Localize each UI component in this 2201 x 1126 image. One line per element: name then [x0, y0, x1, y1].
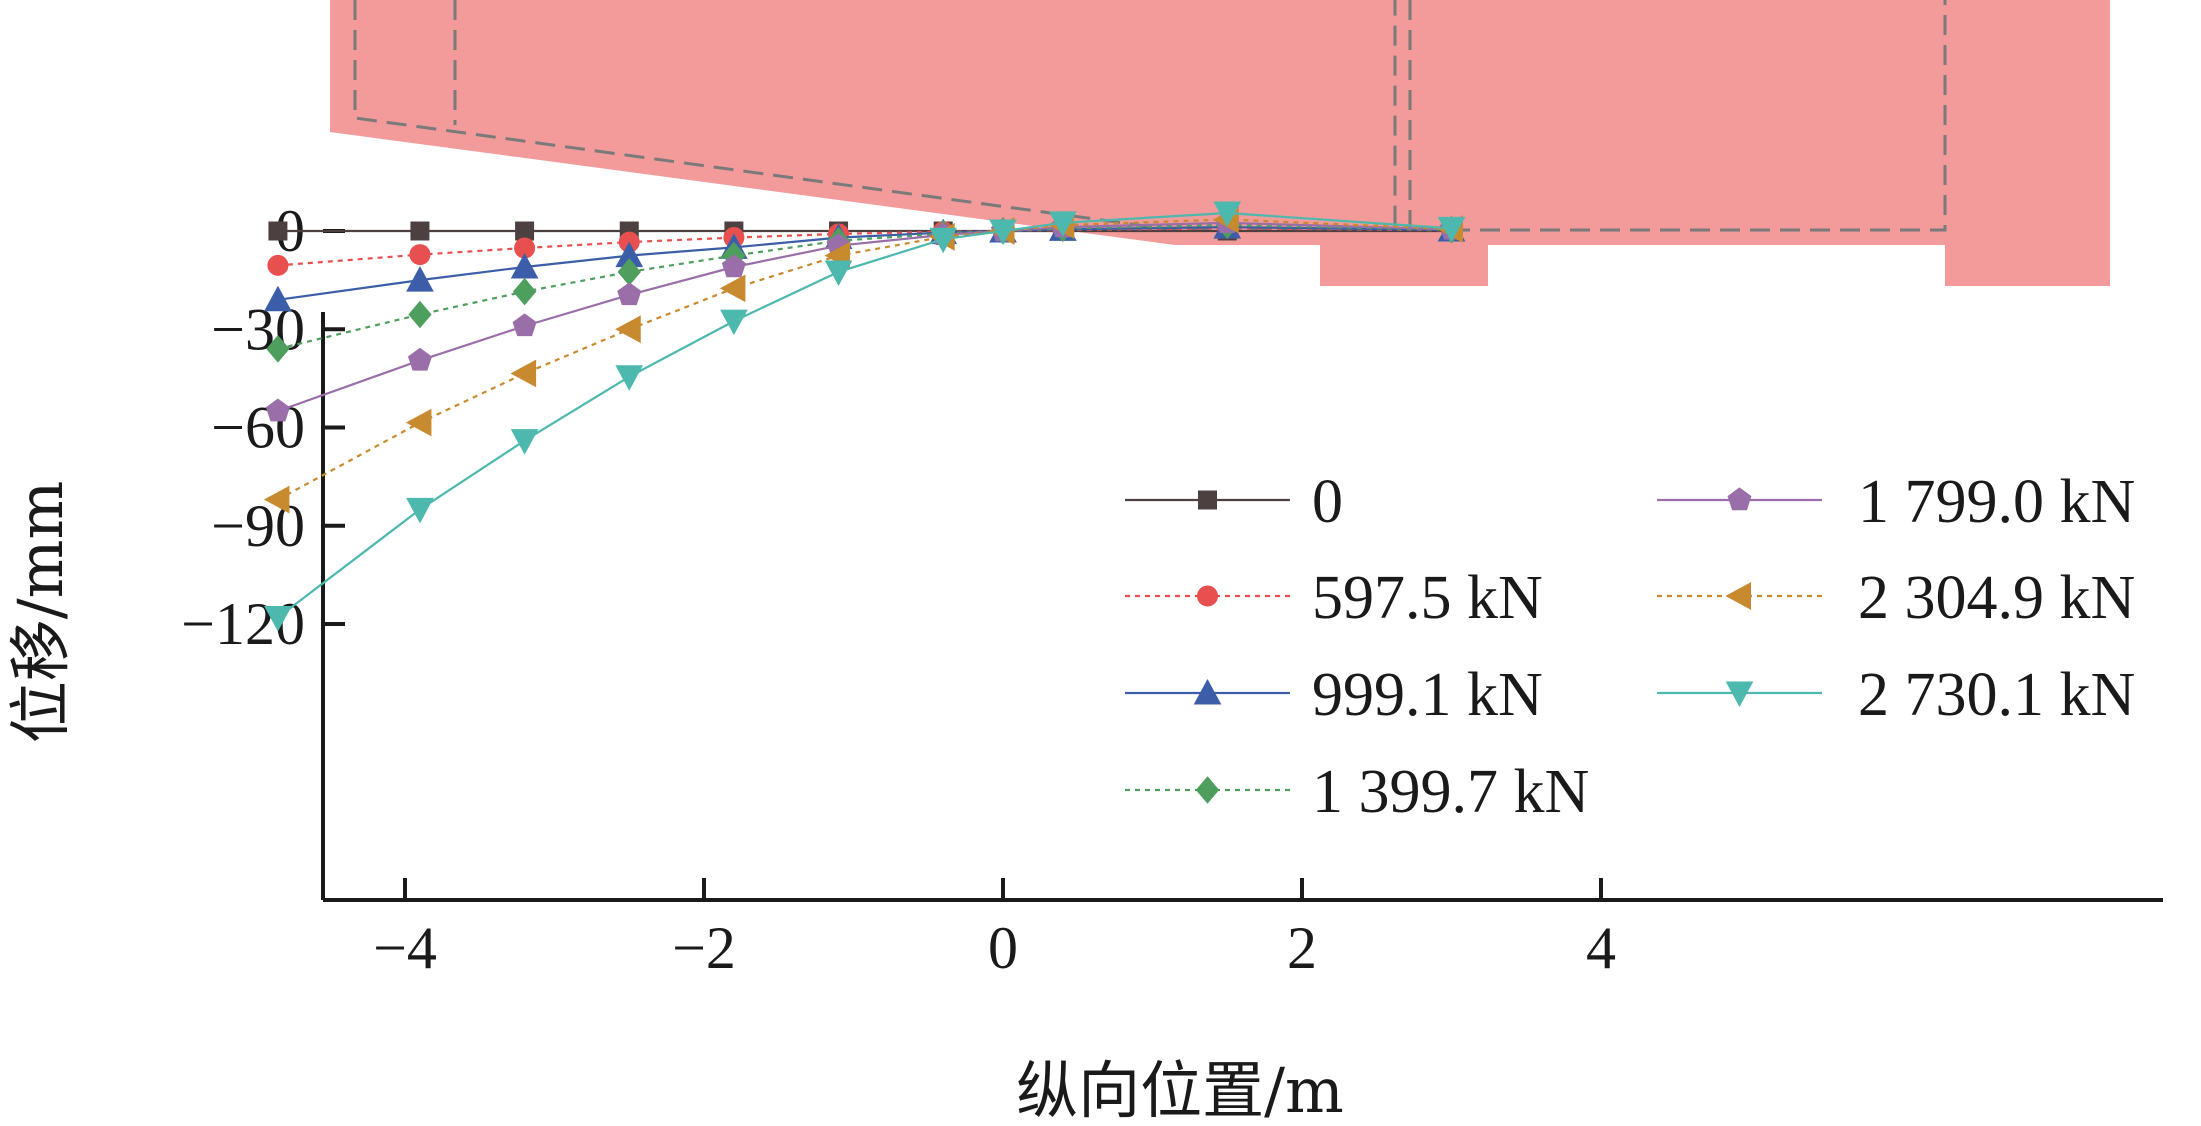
series-6 — [264, 201, 1466, 632]
legend-marker — [1197, 585, 1218, 607]
legend-label: 999.1 kN — [1312, 661, 1543, 729]
legend-label: 0 — [1312, 468, 1343, 536]
series-layer — [263, 201, 1466, 632]
legend-label: 1 399.7 kN — [1312, 758, 1589, 826]
beam-box-dashed — [1408, 0, 1947, 232]
data-point — [405, 408, 432, 437]
legend-item: 999.1 kN — [1125, 661, 1543, 729]
legend-marker — [1727, 487, 1752, 511]
legend-marker — [1193, 678, 1222, 705]
legend-item: 1 799.0 kN — [1657, 468, 2135, 536]
series-2 — [264, 213, 1466, 312]
beam-body — [330, 0, 2110, 286]
legend-item: 597.5 kN — [1125, 564, 1543, 632]
data-point — [264, 605, 292, 632]
legend-label: 597.5 kN — [1312, 564, 1543, 632]
x-axis-title: 纵向位置/m — [1016, 1054, 1344, 1126]
y-ticks: 0−30−60−90−120 — [181, 198, 345, 657]
data-point — [1437, 216, 1466, 243]
legend-item: 2 730.1 kN — [1657, 661, 2135, 729]
legend-label: 2 304.9 kN — [1858, 564, 2135, 632]
data-point — [1213, 201, 1242, 228]
series-line — [277, 211, 1452, 619]
y-tick-label: −30 — [211, 296, 305, 362]
data-point — [410, 221, 430, 241]
data-point — [989, 219, 1017, 246]
series-5 — [263, 205, 1463, 514]
x-tick-label: −4 — [373, 915, 437, 981]
data-point — [1048, 211, 1077, 237]
data-point — [515, 221, 535, 241]
data-point — [512, 277, 537, 306]
x-tick-label: 0 — [988, 915, 1018, 981]
data-point — [512, 313, 537, 337]
y-axis-title: 位移/mm — [4, 481, 77, 743]
legend-label: 2 730.1 kN — [1858, 661, 2135, 729]
y-tick-label: −60 — [211, 395, 305, 461]
x-tick-label: 4 — [1586, 915, 1616, 981]
y-tick-label: −90 — [211, 493, 305, 559]
data-point — [408, 300, 432, 329]
legend-label: 1 799.0 kN — [1858, 468, 2135, 536]
data-point — [406, 497, 434, 524]
data-point — [510, 359, 537, 388]
data-point — [264, 285, 292, 312]
axes — [321, 312, 2163, 902]
data-point — [265, 398, 290, 422]
x-tick-label: −2 — [672, 915, 736, 981]
x-tick-label: 2 — [1287, 915, 1317, 981]
data-point — [824, 260, 853, 286]
y-tick-label: −120 — [181, 591, 305, 657]
series-line — [277, 221, 1452, 413]
data-point — [263, 485, 290, 514]
legend: 0 597.5 kN 999.1 kN 1 399.7 kN 1 799.0 kN 2 3… — [1125, 468, 2135, 826]
legend-item: 1 399.7 kN — [1125, 758, 1589, 826]
data-point — [406, 266, 434, 292]
data-point — [266, 335, 290, 363]
legend-marker — [1195, 776, 1220, 804]
data-point — [720, 309, 748, 336]
legend-marker — [1725, 582, 1751, 610]
data-point — [929, 227, 958, 254]
data-point — [615, 315, 641, 344]
data-point — [510, 429, 539, 455]
beam-schematic — [330, 0, 2110, 286]
data-point — [407, 347, 432, 371]
series-line — [277, 218, 1452, 501]
legend-marker — [1198, 490, 1217, 510]
data-point — [267, 254, 289, 276]
legend-item: 2 304.9 kN — [1657, 564, 2135, 632]
data-point — [719, 274, 746, 303]
data-point — [268, 221, 288, 241]
data-point — [617, 282, 642, 306]
data-point — [409, 244, 431, 266]
legend-marker — [1725, 681, 1754, 708]
data-point — [615, 365, 644, 391]
legend-item: 0 — [1125, 468, 1343, 536]
x-ticks: −4 −2 0 2 4 — [373, 878, 1616, 981]
data-point — [721, 254, 746, 278]
